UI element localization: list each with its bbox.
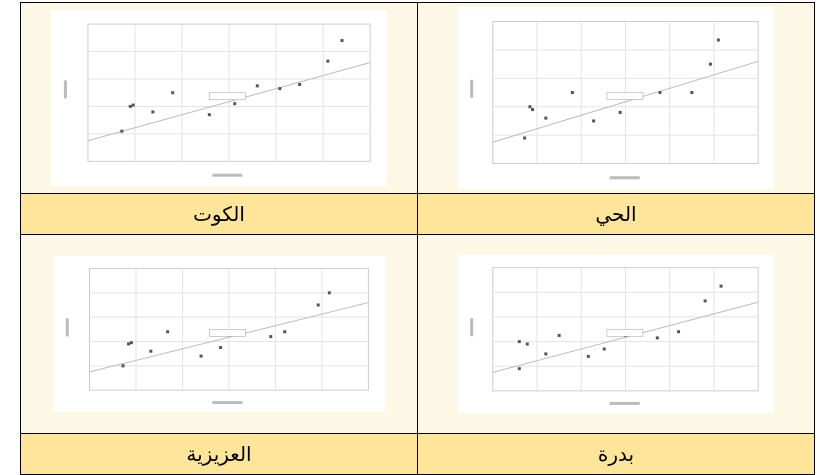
point xyxy=(531,108,535,112)
point xyxy=(316,303,320,307)
y-title xyxy=(470,318,474,337)
chart-cell xyxy=(20,2,418,194)
y-title xyxy=(470,79,474,98)
point xyxy=(171,91,175,95)
x-title xyxy=(212,173,243,177)
point xyxy=(602,347,606,351)
equation-box xyxy=(606,92,644,100)
x-title xyxy=(212,401,243,405)
point xyxy=(719,284,723,288)
point xyxy=(207,113,211,117)
cell-label: بدرة xyxy=(417,433,815,475)
point xyxy=(269,335,273,339)
point xyxy=(149,349,153,353)
point xyxy=(166,330,170,334)
point xyxy=(716,38,720,42)
point xyxy=(525,342,529,346)
equation-box xyxy=(209,329,246,337)
x-title xyxy=(609,401,640,405)
point xyxy=(326,59,330,63)
cell-label: الحي xyxy=(417,193,815,235)
y-title xyxy=(65,318,69,337)
point xyxy=(128,104,132,108)
figure-table: الكوت الحي العزيزية بدرة xyxy=(20,2,815,475)
chart-cell xyxy=(417,2,815,194)
point xyxy=(233,102,237,106)
point xyxy=(283,330,287,334)
scatter-image xyxy=(458,7,774,189)
point xyxy=(131,103,135,107)
point xyxy=(278,87,282,91)
chart-cell xyxy=(417,234,815,434)
point xyxy=(586,354,590,358)
scatter-image xyxy=(51,10,387,186)
point xyxy=(255,84,259,88)
point xyxy=(151,110,155,114)
cell-label: الكوت xyxy=(20,193,418,235)
point xyxy=(528,105,532,109)
point xyxy=(708,62,712,66)
point xyxy=(544,116,548,120)
point xyxy=(127,342,131,346)
y-title xyxy=(63,80,67,99)
fit-line xyxy=(89,302,369,373)
point xyxy=(298,82,302,86)
equation-box xyxy=(209,92,246,101)
point xyxy=(340,39,344,43)
scatter-image xyxy=(458,255,774,413)
point xyxy=(557,333,561,337)
point xyxy=(219,346,223,350)
point xyxy=(129,341,133,345)
point xyxy=(199,354,203,358)
point xyxy=(121,364,125,368)
equation-box xyxy=(606,328,644,337)
point xyxy=(658,91,662,95)
point xyxy=(703,299,707,303)
point xyxy=(570,91,574,95)
point xyxy=(690,91,694,95)
fit-line xyxy=(492,60,759,143)
point xyxy=(517,367,521,371)
fit-line xyxy=(492,301,759,373)
point xyxy=(517,340,521,344)
chart-cell xyxy=(20,234,418,434)
point xyxy=(618,110,622,114)
point xyxy=(120,129,124,133)
point xyxy=(592,119,596,123)
cell-label: العزيزية xyxy=(20,433,418,475)
x-title xyxy=(609,176,640,180)
point xyxy=(655,336,659,340)
point xyxy=(327,291,331,295)
point xyxy=(677,330,681,334)
point xyxy=(544,352,548,356)
fit-line xyxy=(87,62,371,142)
scatter-image xyxy=(53,256,385,412)
point xyxy=(523,136,527,140)
